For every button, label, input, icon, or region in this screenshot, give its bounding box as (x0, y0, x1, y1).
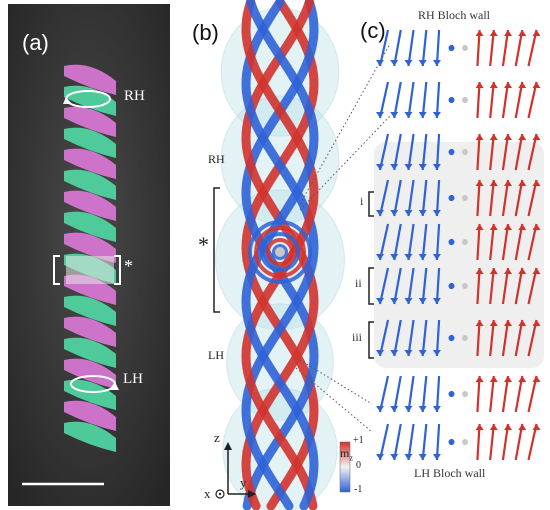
vortex-ring (260, 232, 300, 272)
axis-y-label: y (240, 475, 247, 490)
nanowire-segment (64, 148, 116, 179)
nanowire-segment (64, 106, 116, 137)
wall-highlight (66, 256, 114, 284)
marker-iii: iii (352, 330, 363, 344)
vortex-core (275, 247, 285, 257)
nanowire-image (8, 4, 170, 506)
streamline-tube (241, 0, 319, 510)
vortex-ring (248, 220, 312, 284)
star-bracket-b (213, 187, 220, 313)
colorbar (339, 441, 351, 493)
arrow-field-panel (360, 2, 550, 508)
vortex-ring (272, 244, 288, 260)
colorbar-title: mz (340, 446, 353, 463)
nanowire-segment (64, 169, 116, 200)
x-axis-icon (215, 489, 225, 499)
lh-label-a: LH (123, 371, 143, 387)
left-bracket (53, 255, 60, 285)
nanowire-segment (64, 358, 116, 389)
marker-ii-bracket (368, 267, 374, 305)
nanowire-segment (64, 211, 116, 242)
nanowire-segment (64, 64, 116, 95)
vortex-ring (254, 226, 306, 278)
rh-bloch-wall-title: RH Bloch wall (418, 8, 490, 22)
nanowire-segment (64, 295, 116, 326)
nanowire-segment (64, 127, 116, 158)
rh-label-b: RH (208, 152, 225, 166)
marker-iii-bracket (368, 321, 374, 359)
axis-z-label: z (214, 430, 220, 445)
rh-label-a: RH (124, 88, 145, 104)
vortex-region-background (374, 142, 544, 368)
marker-i: i (360, 194, 364, 208)
arrow-field (368, 29, 544, 461)
lh-label-b: LH (208, 348, 224, 362)
panel-b-label: (b) (192, 20, 219, 45)
panel-a-label: (a) (22, 30, 49, 55)
star-label-b: * (198, 232, 209, 257)
right-bracket (114, 255, 121, 285)
marker-i-bracket (368, 191, 374, 217)
nanowire-segment (64, 316, 116, 347)
colorbar-mid-label: 0 (356, 460, 361, 471)
star-label-a: * (124, 256, 133, 276)
nanowire-segment (64, 379, 116, 410)
marker-ii: ii (355, 276, 362, 290)
nanowire-segment (64, 232, 116, 263)
lh-bloch-wall-title: LH Bloch wall (414, 466, 486, 480)
nanowire-segment (64, 400, 116, 431)
colorbar-min-label: -1 (354, 484, 363, 495)
nanowire-segment (64, 337, 116, 368)
sem-image-panel (8, 4, 170, 506)
nanowire-segment (64, 421, 116, 452)
colorbar-max-label: +1 (353, 435, 364, 446)
nanowire-segment (64, 190, 116, 221)
vortex-ring (266, 238, 294, 266)
panel-c-label: (c) (360, 18, 386, 43)
axis-x-label: x (204, 486, 211, 501)
